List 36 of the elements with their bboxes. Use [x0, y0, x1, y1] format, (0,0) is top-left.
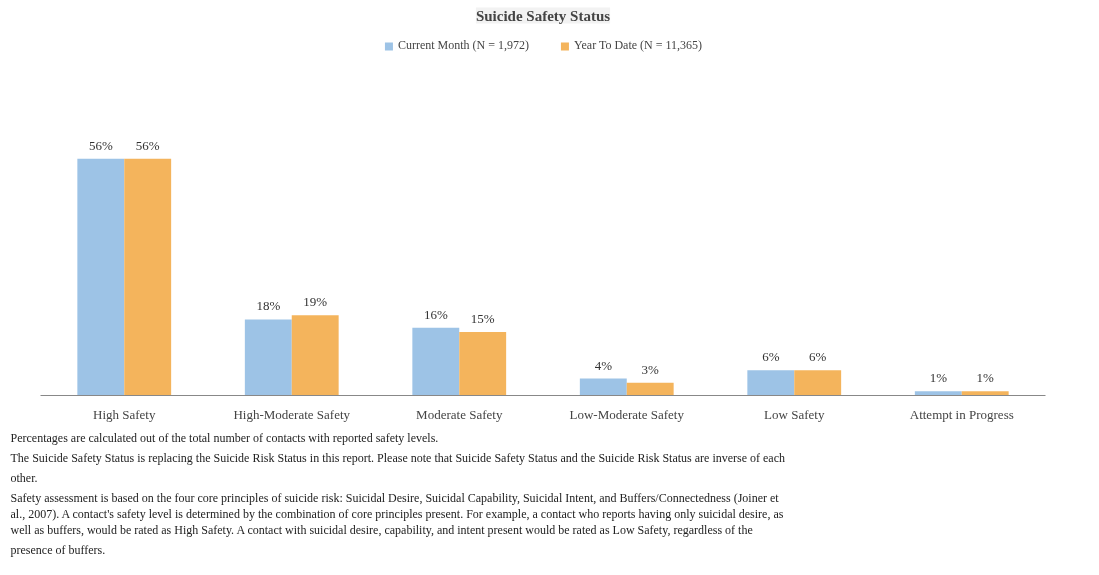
data-label: 56% [135, 137, 160, 153]
text: Percentages are calculated out of the total number of contacts with reported safety levels. [10, 430, 439, 445]
x-tick-label: Attempt in Progress [909, 406, 1014, 422]
x-tick-label: High Safety [93, 406, 156, 422]
data-label: 1% [929, 370, 948, 386]
bar [412, 327, 460, 396]
x-tick-label: Moderate Safety [416, 406, 503, 422]
data-label: 19% [303, 294, 328, 310]
data-label: 3% [641, 361, 660, 377]
bar [124, 158, 172, 396]
bar [579, 378, 627, 396]
data-label: 16% [423, 306, 448, 322]
text: Safety assessment is based on the four core principles of suicide risk: Suicidal Desire, Suicidal Capability, Suicidal Intent, and Buffers/Connectedness (Joiner et al., 2007). A contact's safety level is determined by the combination of core principles present. For example, a contact who reports having only suicidal desire, as well as buffers, would be rated as High Safety. A contact with suicidal desire, capability, and intent present would be rated as Low Safety, regardless of the presence of buffers. [10, 490, 784, 557]
bar [459, 332, 507, 396]
legend-label: Current Month (N = 1,972) [397, 38, 530, 53]
x-tick-label: High-Moderate Safety [233, 406, 351, 422]
legend-label: Year To Date (N = 11,365) [574, 38, 703, 53]
data-label: 18% [256, 298, 281, 314]
x-tick-label: Low-Moderate Safety [569, 406, 685, 422]
bar [794, 370, 842, 396]
data-label: 4% [594, 357, 613, 373]
chart-title: Suicide Safety Status [475, 7, 611, 24]
data-label: 15% [470, 311, 495, 327]
data-label: 6% [762, 349, 780, 365]
bar [244, 319, 292, 396]
bar [961, 391, 1009, 396]
data-label: 1% [976, 370, 995, 386]
bar [747, 370, 795, 396]
text: The Suicide Safety Status is replacing the Suicide Risk Status in this report. Please note that Suicide Safety Status and the Suicide Risk Status are inverse of each other. [10, 450, 786, 485]
data-label: 56% [88, 137, 113, 153]
x-tick-label: Low Safety [764, 406, 825, 422]
bar [626, 382, 674, 396]
bar [291, 315, 339, 396]
bar [77, 158, 125, 396]
data-label: 6% [809, 349, 827, 365]
bar [914, 391, 962, 396]
